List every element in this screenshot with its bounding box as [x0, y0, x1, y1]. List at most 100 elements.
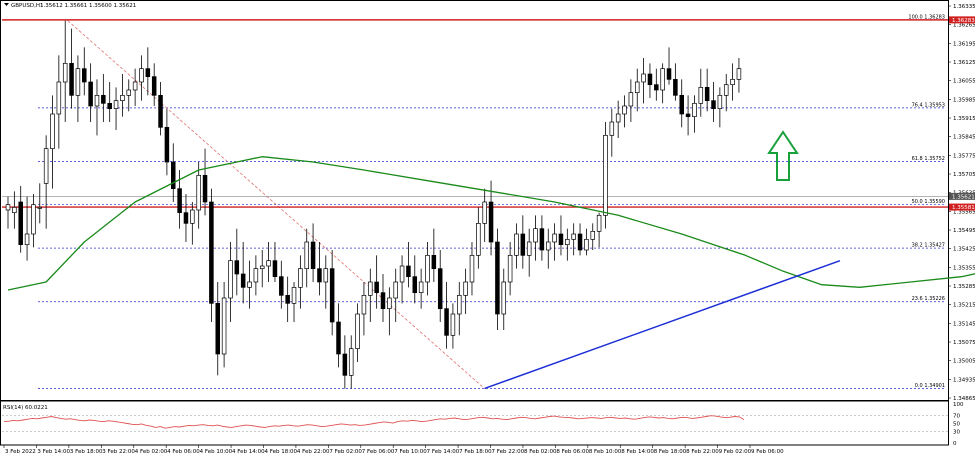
candle: [202, 148, 208, 216]
price-tick-label: 1.36195: [953, 41, 975, 47]
candle: [698, 68, 704, 117]
candle-body-bull: [266, 260, 271, 267]
price-badge-label: 1.35621: [952, 194, 975, 200]
candle-body-bear: [329, 268, 335, 323]
candle: [685, 95, 691, 136]
candle: [285, 276, 290, 322]
price-tick-label: 1.35495: [953, 228, 975, 234]
time-tick-label: 4 Feb 14:00: [232, 449, 265, 455]
candle: [12, 191, 17, 229]
candle-body-bull: [120, 94, 125, 102]
fib-label: 100.0 1.36283: [908, 14, 945, 20]
candle: [37, 183, 43, 224]
candle-body-bull: [463, 281, 468, 296]
candle-body-bull: [348, 348, 354, 376]
price-tick-label: 1.35985: [953, 97, 975, 103]
candle-body-bear: [380, 292, 386, 310]
candle: [596, 212, 602, 248]
candle-body-bull: [291, 286, 297, 304]
candle: [399, 255, 405, 304]
time-tick-label: 7 Feb 06:00: [362, 449, 395, 455]
candle: [603, 122, 608, 229]
candle: [75, 55, 81, 122]
bullish-trend-line: [484, 259, 841, 390]
time-tick-label: 4 Feb 06:00: [167, 449, 200, 455]
candle: [552, 223, 557, 261]
candle: [368, 268, 373, 322]
candle-body-bear: [679, 94, 684, 115]
candle: [158, 82, 163, 136]
time-tick-label: 7 Feb 02:00: [329, 449, 362, 455]
candle: [5, 196, 11, 229]
candle: [215, 282, 221, 376]
candle-body-bear: [654, 84, 659, 91]
time-tick-label: 8 Feb 06:00: [556, 449, 589, 455]
candle-body-bull: [43, 148, 49, 184]
candle-body-bear: [374, 281, 379, 294]
candle: [272, 242, 278, 282]
candle-body-bull: [418, 281, 424, 294]
candle: [609, 108, 615, 157]
candle-body-bull: [501, 281, 507, 315]
rsi-label: RSI(14) 60.0221: [3, 405, 48, 411]
fib-label: 61.8 1.35752: [912, 156, 945, 162]
rsi-indicator: [2, 415, 948, 432]
candle-body-bear: [158, 94, 163, 128]
price-badge: [949, 16, 975, 24]
candle-body-bull: [62, 62, 68, 83]
candle-body-bull: [717, 94, 723, 110]
candle: [476, 207, 481, 269]
time-tick-label: 7 Feb 18:00: [459, 449, 492, 455]
candle: [545, 228, 551, 269]
candle-body-bull: [259, 265, 265, 270]
candle: [501, 268, 507, 330]
price-tick-label: 1.35355: [953, 265, 975, 271]
price-tick-label: 1.35775: [953, 153, 975, 159]
trend-line: [484, 259, 841, 390]
candle-body-bull: [730, 78, 735, 86]
time-tick-label: 4 Feb 02:00: [135, 449, 168, 455]
rsi-axis-label: 70: [953, 414, 960, 420]
candle: [234, 228, 240, 296]
price-tick-label: 1.35005: [953, 359, 975, 365]
candle: [495, 228, 500, 330]
price-badge-label: 1.36283: [952, 18, 975, 24]
candle-body-bear: [164, 126, 170, 163]
price-tick-label: 1.35565: [953, 209, 975, 215]
candle: [406, 242, 411, 288]
candle-body-bull: [56, 81, 62, 115]
price-tick-label: 1.36335: [953, 4, 975, 10]
rsi-axis-label: 30: [953, 429, 960, 435]
candle-body-bear: [285, 294, 290, 304]
price-badges: 1.36283 1.35581 1.35621: [949, 16, 975, 211]
candle-body-bear: [209, 201, 214, 304]
candle: [387, 287, 392, 336]
candle-body-bear: [151, 76, 157, 96]
collapse-triangle-icon[interactable]: [4, 3, 9, 6]
candle: [533, 215, 538, 261]
candle-body-bear: [666, 68, 672, 80]
price-badge: [949, 203, 975, 211]
candle: [317, 242, 322, 296]
candle: [228, 242, 233, 322]
candle-body-bull: [641, 73, 646, 83]
candle: [107, 82, 112, 122]
candle-body-bull: [387, 297, 392, 310]
price-tick-label: 1.35425: [953, 247, 975, 253]
time-tick-label: 7 Feb 22:00: [492, 449, 525, 455]
fib-label: 50.0 1.35590: [912, 199, 945, 205]
candle-body-bull: [660, 68, 665, 91]
candle: [437, 250, 443, 322]
candle-body-bear: [88, 81, 93, 107]
candle: [723, 74, 729, 112]
time-axis: 3 Feb 2022 3 Feb 14:00 3 Feb 18:00 3 Feb 22…: [3, 445, 784, 455]
candle-body-bear: [520, 233, 526, 256]
candle: [69, 28, 74, 109]
candle-body-bear: [673, 78, 678, 96]
candle: [361, 282, 367, 336]
candle: [183, 194, 189, 242]
rsi-frame: [0, 400, 949, 446]
candle-body-bull: [132, 81, 138, 91]
symbol-header: GBPUSD,H1 1.35612 1.35661 1.35600 1.3562…: [4, 3, 136, 9]
candle-body-bull: [196, 174, 201, 211]
